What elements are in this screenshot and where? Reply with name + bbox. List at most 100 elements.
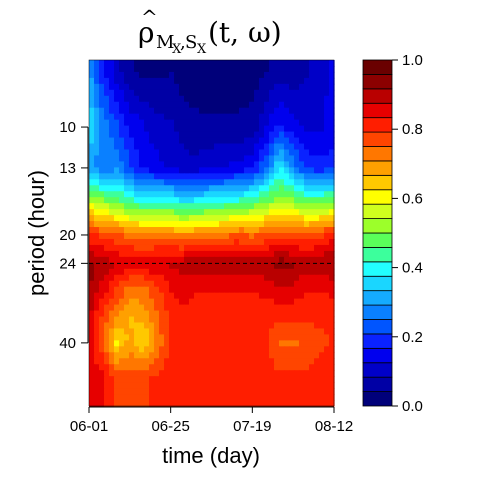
heatmap-cell xyxy=(89,292,95,300)
heatmap-cell xyxy=(294,221,300,228)
heatmap-cell xyxy=(119,334,125,341)
heatmap-cell xyxy=(114,274,120,282)
heatmap-cell xyxy=(259,244,265,252)
heatmap-cell xyxy=(189,233,195,240)
heatmap-cell xyxy=(209,316,215,324)
heatmap-cell xyxy=(119,316,125,324)
heatmap-cell xyxy=(149,334,155,341)
heatmap-cell xyxy=(284,71,290,79)
heatmap-cell xyxy=(179,209,185,216)
heatmap-cell xyxy=(114,60,120,67)
heatmap-cell xyxy=(154,244,160,252)
heatmap-cell xyxy=(239,244,245,252)
heatmap-cell xyxy=(234,191,240,198)
heatmap-cell xyxy=(174,238,180,246)
heatmap-cell xyxy=(299,268,305,276)
heatmap-cell xyxy=(244,346,250,353)
heatmap-cell xyxy=(129,298,135,306)
heatmap-cell xyxy=(99,107,105,115)
heatmap-cell xyxy=(179,250,185,258)
heatmap-cell xyxy=(159,179,165,186)
heatmap-cell xyxy=(114,77,120,85)
heatmap-cell xyxy=(174,298,180,306)
heatmap-cell xyxy=(104,71,110,79)
heatmap-cell xyxy=(299,280,305,288)
heatmap-cell xyxy=(304,358,310,365)
heatmap-cell xyxy=(249,197,255,204)
chart-title: ρ ^ M X , S X (t, ω) xyxy=(138,5,282,57)
heatmap-cell xyxy=(299,364,305,371)
heatmap-cell xyxy=(149,256,155,264)
heatmap-cell xyxy=(149,173,155,180)
heatmap-cell xyxy=(234,352,240,359)
heatmap-cell xyxy=(224,101,230,109)
heatmap-cell xyxy=(119,328,125,336)
heatmap-cell xyxy=(164,364,170,371)
heatmap-cell xyxy=(129,322,135,330)
heatmap-cell xyxy=(249,233,255,240)
heatmap-cell xyxy=(119,262,125,270)
heatmap-cell xyxy=(299,197,305,204)
heatmap-cell xyxy=(329,280,335,288)
heatmap-cell xyxy=(99,364,105,371)
heatmap-cell xyxy=(219,376,225,383)
heatmap-cell xyxy=(204,71,210,79)
heatmap-cell xyxy=(244,155,250,163)
heatmap-cell xyxy=(139,221,145,228)
heatmap-cell xyxy=(324,322,330,330)
heatmap-cell xyxy=(329,382,335,389)
heatmap-cell xyxy=(324,221,330,228)
heatmap-cell xyxy=(244,95,250,103)
heatmap-cell xyxy=(149,131,155,139)
heatmap-cell xyxy=(134,125,140,133)
heatmap-cell xyxy=(129,256,135,264)
heatmap-cell xyxy=(164,256,170,264)
heatmap-cell xyxy=(139,191,145,198)
heatmap-cell xyxy=(314,274,320,282)
heatmap-cell xyxy=(169,161,175,168)
heatmap-cell xyxy=(144,340,150,347)
heatmap-cell xyxy=(104,221,110,228)
heatmap-cell xyxy=(109,394,115,401)
heatmap-cell xyxy=(164,286,170,294)
heatmap-cell xyxy=(139,400,145,407)
heatmap-cell xyxy=(129,185,135,192)
heatmap-cell xyxy=(124,400,130,407)
heatmap-cell xyxy=(144,155,150,163)
heatmap-cell xyxy=(219,346,225,353)
heatmap-cell xyxy=(289,370,295,377)
heatmap-cell xyxy=(224,376,230,383)
heatmap-cell xyxy=(304,60,310,67)
heatmap-cell xyxy=(124,250,130,258)
heatmap-cell xyxy=(324,215,330,222)
heatmap-cell xyxy=(169,394,175,401)
heatmap-cell xyxy=(224,191,230,198)
heatmap-cell xyxy=(264,388,270,395)
heatmap-cell xyxy=(289,107,295,115)
heatmap-cell xyxy=(304,334,310,341)
heatmap-cell xyxy=(284,370,290,377)
heatmap-cell xyxy=(259,316,265,324)
heatmap-cell xyxy=(134,185,140,192)
heatmap-cell xyxy=(269,71,275,79)
heatmap-cell xyxy=(244,197,250,204)
heatmap-cell xyxy=(289,334,295,341)
heatmap-cell xyxy=(279,400,285,407)
heatmap-cell xyxy=(269,256,275,264)
heatmap-cell xyxy=(259,89,265,97)
heatmap-cell xyxy=(249,155,255,163)
heatmap-cell xyxy=(109,197,115,204)
heatmap-cell xyxy=(99,161,105,168)
heatmap-cell xyxy=(119,101,125,109)
colorbar-tick-label: 1.0 xyxy=(402,52,423,69)
heatmap-cell xyxy=(214,191,220,198)
heatmap-cell xyxy=(249,358,255,365)
heatmap-cell xyxy=(124,262,130,270)
heatmap-cell xyxy=(234,274,240,282)
heatmap-cell xyxy=(119,215,125,222)
heatmap-cell xyxy=(259,292,265,300)
heatmap-cell xyxy=(249,179,255,186)
heatmap-cell xyxy=(284,233,290,240)
heatmap-cell xyxy=(319,173,325,180)
heatmap-cell xyxy=(289,209,295,216)
